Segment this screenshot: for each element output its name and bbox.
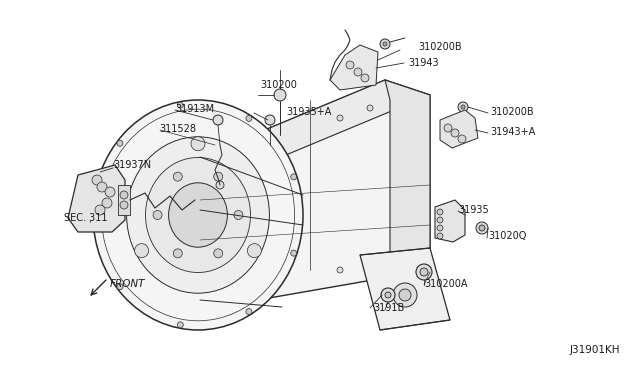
Circle shape — [214, 172, 223, 181]
Circle shape — [361, 74, 369, 82]
Circle shape — [207, 297, 213, 303]
Circle shape — [420, 268, 428, 276]
Circle shape — [105, 187, 115, 197]
Circle shape — [444, 124, 452, 132]
Circle shape — [120, 191, 128, 199]
Circle shape — [177, 322, 183, 328]
Circle shape — [117, 140, 123, 146]
Circle shape — [354, 68, 362, 76]
Circle shape — [346, 61, 354, 69]
Circle shape — [393, 283, 417, 307]
Circle shape — [291, 250, 297, 256]
Ellipse shape — [127, 137, 269, 293]
Circle shape — [117, 284, 123, 290]
Text: 31943: 31943 — [408, 58, 438, 68]
Text: 311528: 311528 — [159, 124, 196, 134]
Polygon shape — [360, 248, 450, 330]
Circle shape — [234, 211, 243, 219]
Polygon shape — [440, 110, 478, 148]
Circle shape — [416, 264, 432, 280]
Circle shape — [93, 212, 99, 218]
Circle shape — [216, 181, 224, 189]
Polygon shape — [200, 80, 430, 310]
Circle shape — [381, 288, 395, 302]
Circle shape — [437, 233, 443, 239]
Circle shape — [274, 89, 286, 101]
Text: FRONT: FRONT — [110, 279, 145, 289]
Circle shape — [291, 174, 297, 180]
Polygon shape — [330, 45, 378, 90]
Text: 31913M: 31913M — [175, 104, 214, 114]
Text: 31943+A: 31943+A — [490, 127, 535, 137]
Circle shape — [95, 205, 105, 215]
Circle shape — [437, 209, 443, 215]
Text: 310200B: 310200B — [418, 42, 461, 52]
Polygon shape — [118, 185, 130, 215]
Text: 310200A: 310200A — [424, 279, 467, 289]
Text: 310200B: 310200B — [490, 107, 534, 117]
Circle shape — [213, 115, 223, 125]
Circle shape — [207, 162, 213, 168]
Circle shape — [380, 39, 390, 49]
Circle shape — [248, 244, 261, 258]
Circle shape — [461, 105, 465, 109]
Circle shape — [337, 267, 343, 273]
Circle shape — [367, 105, 373, 111]
Circle shape — [399, 289, 411, 301]
Circle shape — [153, 211, 162, 219]
Circle shape — [177, 102, 183, 108]
Circle shape — [451, 129, 459, 137]
Circle shape — [102, 198, 112, 208]
Circle shape — [257, 149, 263, 155]
Circle shape — [265, 115, 275, 125]
Polygon shape — [200, 80, 430, 172]
Polygon shape — [385, 80, 430, 270]
Circle shape — [383, 42, 387, 46]
Circle shape — [134, 244, 148, 258]
Circle shape — [191, 137, 205, 151]
Ellipse shape — [93, 100, 303, 330]
Circle shape — [458, 102, 468, 112]
Circle shape — [214, 249, 223, 258]
Polygon shape — [435, 200, 465, 242]
Text: 310200: 310200 — [260, 80, 297, 90]
Polygon shape — [68, 165, 125, 232]
Text: 31935: 31935 — [458, 205, 489, 215]
Text: J31901KH: J31901KH — [570, 345, 620, 355]
Circle shape — [458, 135, 466, 143]
Circle shape — [337, 115, 343, 121]
Circle shape — [173, 172, 182, 181]
Circle shape — [476, 222, 488, 234]
Circle shape — [227, 157, 233, 163]
Ellipse shape — [101, 109, 294, 321]
Text: SEC. 311: SEC. 311 — [64, 213, 108, 223]
Circle shape — [173, 249, 182, 258]
Circle shape — [437, 225, 443, 231]
Ellipse shape — [145, 157, 250, 273]
Circle shape — [246, 115, 252, 121]
Ellipse shape — [168, 183, 227, 247]
Circle shape — [92, 175, 102, 185]
Text: 31935+A: 31935+A — [286, 107, 332, 117]
Circle shape — [120, 201, 128, 209]
Circle shape — [246, 309, 252, 315]
Circle shape — [479, 225, 485, 231]
Text: 3191B: 3191B — [373, 303, 404, 313]
Circle shape — [257, 287, 263, 293]
Circle shape — [385, 292, 391, 298]
Text: 31020Q: 31020Q — [488, 231, 526, 241]
Circle shape — [97, 182, 107, 192]
Circle shape — [437, 217, 443, 223]
Text: 31937N: 31937N — [113, 160, 151, 170]
Circle shape — [387, 259, 393, 265]
